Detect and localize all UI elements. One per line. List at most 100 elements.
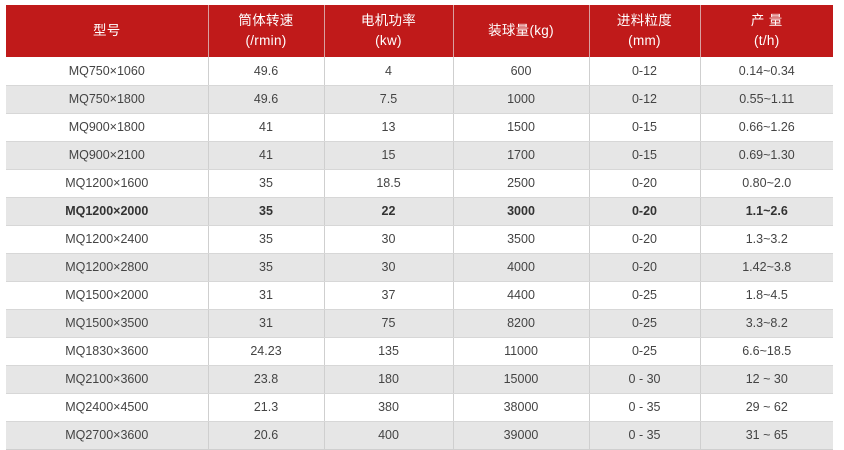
cell-speed: 49.6 bbox=[208, 85, 325, 114]
cell-ballload: 3500 bbox=[453, 225, 590, 254]
cell-model: MQ900×1800 bbox=[6, 113, 209, 142]
cell-feedsize: 0-15 bbox=[589, 113, 701, 142]
column-header-unit-feedsize: (mm) bbox=[628, 33, 661, 48]
cell-ballload: 39000 bbox=[453, 421, 590, 450]
cell-speed: 20.6 bbox=[208, 421, 325, 450]
cell-capacity: 1.42~3.8 bbox=[700, 253, 833, 282]
cell-ballload: 4400 bbox=[453, 281, 590, 310]
cell-power: 400 bbox=[324, 421, 454, 450]
cell-power: 7.5 bbox=[324, 85, 454, 114]
table-row: MQ2100×3600 23.8 180 15000 0 - 30 12 ~ 30 bbox=[6, 365, 833, 394]
cell-capacity: 1.1~2.6 bbox=[700, 197, 833, 226]
cell-feedsize: 0-20 bbox=[589, 169, 701, 198]
column-header-unit-power: (kw) bbox=[375, 33, 402, 48]
cell-model: MQ2700×3600 bbox=[6, 421, 209, 450]
table-body: MQ750×1060 49.6 4 600 0-12 0.14~0.34 MQ750×180… bbox=[6, 57, 833, 450]
ball-mill-specification-table: 型号 筒体转速 (/rmin) 电机功率 (kw) 装球量(kg) 进料粒度 (mm) 产 量 (… bbox=[6, 5, 833, 450]
cell-ballload: 3000 bbox=[453, 197, 590, 226]
cell-capacity: 0.66~1.26 bbox=[700, 113, 833, 142]
cell-ballload: 38000 bbox=[453, 393, 590, 422]
cell-capacity: 1.3~3.2 bbox=[700, 225, 833, 254]
cell-speed: 23.8 bbox=[208, 365, 325, 394]
table-row: MQ1200×2400 35 30 3500 0-20 1.3~3.2 bbox=[6, 225, 833, 254]
cell-power: 180 bbox=[324, 365, 454, 394]
column-header-power: 电机功率 (kw) bbox=[324, 5, 454, 57]
cell-capacity: 0.80~2.0 bbox=[700, 169, 833, 198]
cell-speed: 35 bbox=[208, 197, 325, 226]
cell-power: 15 bbox=[324, 141, 454, 170]
cell-model: MQ1200×2400 bbox=[6, 225, 209, 254]
table-row: MQ1500×3500 31 75 8200 0-25 3.3~8.2 bbox=[6, 309, 833, 338]
table-header: 型号 筒体转速 (/rmin) 电机功率 (kw) 装球量(kg) 进料粒度 (mm) 产 量 (… bbox=[6, 5, 833, 57]
cell-model: MQ1200×1600 bbox=[6, 169, 209, 198]
cell-feedsize: 0-25 bbox=[589, 281, 701, 310]
cell-capacity: 29 ~ 62 bbox=[700, 393, 833, 422]
cell-feedsize: 0 - 35 bbox=[589, 421, 701, 450]
cell-model: MQ1500×3500 bbox=[6, 309, 209, 338]
cell-ballload: 1500 bbox=[453, 113, 590, 142]
cell-model: MQ900×2100 bbox=[6, 141, 209, 170]
cell-speed: 21.3 bbox=[208, 393, 325, 422]
table-row: MQ2400×4500 21.3 380 38000 0 - 35 29 ~ 62 bbox=[6, 393, 833, 422]
cell-ballload: 11000 bbox=[453, 337, 590, 366]
cell-ballload: 600 bbox=[453, 57, 590, 86]
cell-power: 30 bbox=[324, 225, 454, 254]
table-row: MQ750×1060 49.6 4 600 0-12 0.14~0.34 bbox=[6, 57, 833, 86]
cell-model: MQ750×1800 bbox=[6, 85, 209, 114]
cell-ballload: 1000 bbox=[453, 85, 590, 114]
table-row: MQ900×1800 41 13 1500 0-15 0.66~1.26 bbox=[6, 113, 833, 142]
cell-ballload: 4000 bbox=[453, 253, 590, 282]
cell-power: 380 bbox=[324, 393, 454, 422]
table-row: MQ1200×2000 35 22 3000 0-20 1.1~2.6 bbox=[6, 197, 833, 226]
cell-feedsize: 0-15 bbox=[589, 141, 701, 170]
cell-power: 135 bbox=[324, 337, 454, 366]
table-row: MQ2700×3600 20.6 400 39000 0 - 35 31 ~ 65 bbox=[6, 421, 833, 450]
column-header-unit-capacity: (t/h) bbox=[753, 33, 780, 48]
cell-feedsize: 0-20 bbox=[589, 197, 701, 226]
cell-speed: 41 bbox=[208, 113, 325, 142]
column-header-label-feedsize: 进料粒度 bbox=[616, 13, 673, 29]
cell-feedsize: 0 - 30 bbox=[589, 365, 701, 394]
cell-speed: 31 bbox=[208, 309, 325, 338]
cell-ballload: 8200 bbox=[453, 309, 590, 338]
header-row: 型号 筒体转速 (/rmin) 电机功率 (kw) 装球量(kg) 进料粒度 (mm) 产 量 (… bbox=[6, 5, 833, 57]
cell-ballload: 1700 bbox=[453, 141, 590, 170]
column-header-label-capacity: 产 量 bbox=[750, 13, 783, 29]
cell-power: 18.5 bbox=[324, 169, 454, 198]
column-header-ballload: 装球量(kg) bbox=[453, 5, 590, 57]
column-header-label-power: 电机功率 bbox=[360, 13, 417, 29]
cell-model: MQ1200×2000 bbox=[6, 197, 209, 226]
cell-capacity: 0.69~1.30 bbox=[700, 141, 833, 170]
cell-model: MQ2100×3600 bbox=[6, 365, 209, 394]
table-row: MQ900×2100 41 15 1700 0-15 0.69~1.30 bbox=[6, 141, 833, 170]
cell-power: 30 bbox=[324, 253, 454, 282]
cell-feedsize: 0-20 bbox=[589, 225, 701, 254]
cell-capacity: 31 ~ 65 bbox=[700, 421, 833, 450]
cell-speed: 41 bbox=[208, 141, 325, 170]
cell-feedsize: 0 - 35 bbox=[589, 393, 701, 422]
column-header-feedsize: 进料粒度 (mm) bbox=[589, 5, 701, 57]
cell-speed: 24.23 bbox=[208, 337, 325, 366]
cell-speed: 31 bbox=[208, 281, 325, 310]
cell-model: MQ1500×2000 bbox=[6, 281, 209, 310]
cell-feedsize: 0-12 bbox=[589, 57, 701, 86]
cell-feedsize: 0-25 bbox=[589, 337, 701, 366]
cell-power: 37 bbox=[324, 281, 454, 310]
table-row: MQ1500×2000 31 37 4400 0-25 1.8~4.5 bbox=[6, 281, 833, 310]
cell-model: MQ2400×4500 bbox=[6, 393, 209, 422]
cell-capacity: 0.14~0.34 bbox=[700, 57, 833, 86]
cell-capacity: 1.8~4.5 bbox=[700, 281, 833, 310]
table-row: MQ1830×3600 24.23 135 11000 0-25 6.6~18.5 bbox=[6, 337, 833, 366]
table-row: MQ1200×2800 35 30 4000 0-20 1.42~3.8 bbox=[6, 253, 833, 282]
cell-capacity: 6.6~18.5 bbox=[700, 337, 833, 366]
cell-ballload: 15000 bbox=[453, 365, 590, 394]
cell-feedsize: 0-25 bbox=[589, 309, 701, 338]
column-header-speed: 筒体转速 (/rmin) bbox=[208, 5, 325, 57]
cell-feedsize: 0-12 bbox=[589, 85, 701, 114]
cell-ballload: 2500 bbox=[453, 169, 590, 198]
column-header-label-model: 型号 bbox=[92, 23, 121, 39]
cell-model: MQ1200×2800 bbox=[6, 253, 209, 282]
column-header-unit-speed: (/rmin) bbox=[245, 33, 287, 48]
cell-power: 75 bbox=[324, 309, 454, 338]
